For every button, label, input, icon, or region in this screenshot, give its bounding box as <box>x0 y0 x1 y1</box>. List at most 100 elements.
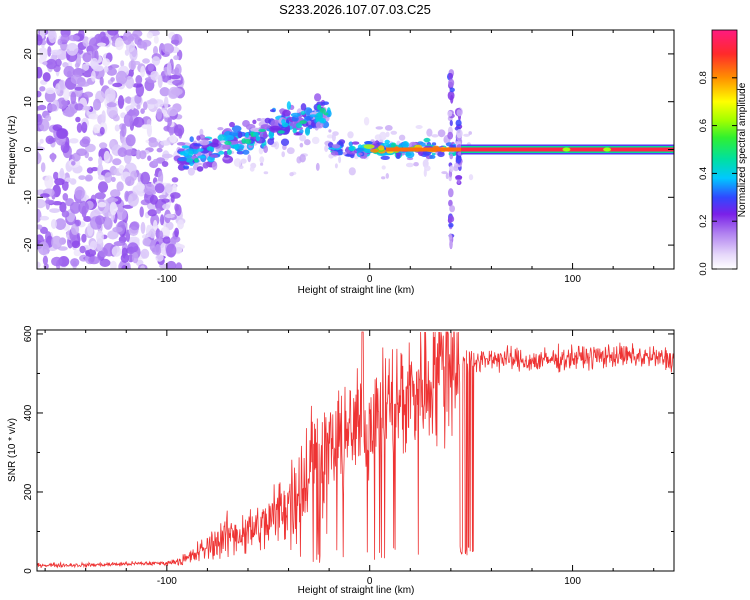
noise-mark <box>136 181 145 192</box>
noise-mark <box>133 116 145 128</box>
noise-mark <box>99 142 108 149</box>
noise-mark <box>249 166 255 172</box>
noise-mark <box>81 121 88 134</box>
noise-mark <box>37 106 43 111</box>
noise-mark <box>45 115 52 122</box>
signal-mark <box>260 124 271 129</box>
noise-mark <box>111 176 116 182</box>
noise-mark <box>167 117 172 127</box>
colorbar-label: Normalized spectral amplitude <box>737 82 748 217</box>
noise-mark <box>136 104 141 110</box>
noise-mark <box>82 36 90 47</box>
noise-mark <box>233 158 242 167</box>
noise-mark <box>70 91 77 105</box>
signal-mark <box>314 93 322 102</box>
noise-mark <box>73 249 82 257</box>
spike-mark <box>449 87 455 93</box>
signal-core <box>206 146 214 151</box>
noise-mark <box>40 162 46 173</box>
noise-mark <box>39 86 46 92</box>
signal-mark <box>290 112 301 117</box>
signal-mark <box>431 142 437 146</box>
signal-mark <box>178 148 186 152</box>
carrier-line <box>385 147 461 152</box>
noise-mark <box>156 108 163 120</box>
noise-mark <box>40 226 48 234</box>
signal-core <box>378 145 385 151</box>
noise-mark <box>166 107 178 117</box>
noise-mark <box>140 108 145 114</box>
noise-mark <box>148 140 159 148</box>
signal-core <box>255 135 261 142</box>
spike-mark <box>449 165 454 173</box>
noise-mark <box>83 91 94 98</box>
noise-mark <box>63 65 75 78</box>
spike-mark <box>449 240 453 249</box>
signal-core <box>281 122 289 128</box>
signal-mark <box>286 101 291 110</box>
snr-xtick-label: 0 <box>367 576 373 587</box>
chart-title: S233.2026.107.07.03.C25 <box>279 2 431 17</box>
noise-mark <box>109 201 118 216</box>
spike-mark <box>450 94 454 104</box>
noise-mark <box>83 216 92 222</box>
signal-mark <box>263 145 268 154</box>
colorbar-tick-label: 0.0 <box>698 262 709 275</box>
spike-mark <box>447 110 453 117</box>
noise-mark <box>85 174 93 182</box>
noise-mark <box>55 83 61 95</box>
noise-mark <box>260 162 264 166</box>
noise-mark <box>39 215 50 221</box>
noise-mark <box>56 97 68 110</box>
signal-mark <box>344 153 353 157</box>
noise-mark <box>107 230 119 240</box>
noise-mark <box>315 162 320 171</box>
spike-mark <box>455 119 462 127</box>
noise-mark <box>149 194 158 205</box>
noise-mark <box>37 66 43 79</box>
noise-mark <box>47 103 58 112</box>
signal-core <box>295 122 302 129</box>
noise-mark <box>384 125 393 131</box>
noise-mark <box>140 248 150 259</box>
noise-mark <box>43 263 49 269</box>
signal-core <box>189 162 194 166</box>
noise-mark <box>170 69 178 75</box>
snr-frame <box>36 329 675 572</box>
noise-mark <box>43 61 48 66</box>
noise-mark <box>74 186 85 200</box>
signal-core <box>182 150 189 157</box>
noise-mark <box>146 32 153 39</box>
signal-mark <box>217 134 227 142</box>
spike-mark <box>456 129 463 139</box>
noise-mark <box>159 87 170 97</box>
noise-mark <box>151 56 161 66</box>
spectrogram-ylabel: Frequency (Hz) <box>7 116 18 185</box>
noise-mark <box>75 116 81 123</box>
noise-mark <box>143 183 156 195</box>
noise-mark <box>89 37 100 51</box>
noise-mark <box>160 140 171 146</box>
signal-core <box>245 132 250 138</box>
noise-mark <box>174 203 179 212</box>
signal-core <box>363 144 375 150</box>
noise-mark <box>112 158 122 166</box>
noise-mark <box>78 175 86 181</box>
signal-mark <box>250 127 261 133</box>
noise-mark <box>127 242 139 253</box>
signal-core <box>319 117 327 124</box>
noise-mark <box>101 110 106 124</box>
noise-mark <box>259 156 265 164</box>
noise-mark <box>109 139 115 148</box>
signal-core <box>300 111 306 115</box>
signal-core <box>233 144 239 150</box>
noise-mark <box>45 87 56 95</box>
colorbar-gradient <box>711 29 738 270</box>
noise-mark <box>115 208 127 221</box>
noise-mark <box>51 235 63 250</box>
noise-mark <box>289 172 294 177</box>
noise-mark <box>59 167 65 178</box>
signal-mark <box>223 150 228 156</box>
spike-mark <box>448 215 455 223</box>
